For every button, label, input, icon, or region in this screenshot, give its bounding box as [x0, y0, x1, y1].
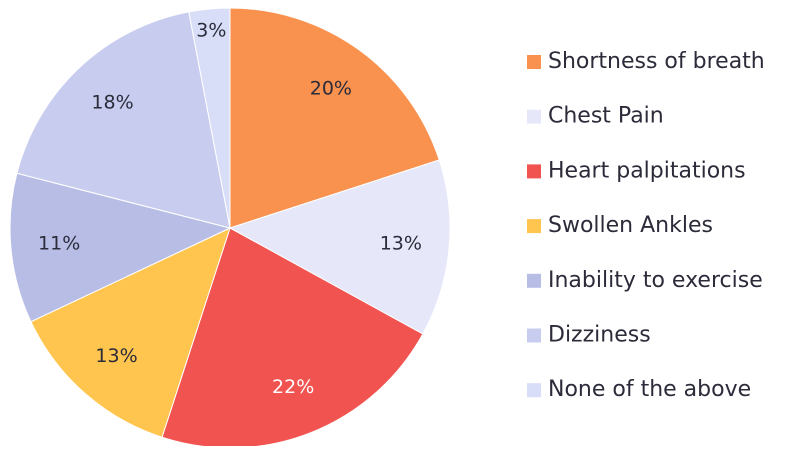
legend-swatch — [527, 55, 541, 69]
legend-label: Inability to exercise — [548, 268, 763, 293]
slice-label: 11% — [38, 233, 80, 255]
legend-swatch — [527, 164, 541, 179]
pie-slice — [161, 227, 424, 449]
legend-swatch — [527, 383, 541, 398]
slice-label: 22% — [272, 376, 314, 398]
legend-label: Swollen Ankles — [548, 213, 713, 238]
legend-label: Shortness of breath — [548, 49, 765, 74]
slice-label: 13% — [95, 345, 137, 367]
slice-label: 3% — [196, 19, 226, 41]
legend-swatch — [527, 219, 541, 234]
legend-label: Dizziness — [548, 323, 651, 348]
legend-swatch — [527, 273, 541, 288]
pie-slice — [9, 172, 232, 323]
pie-slice — [30, 227, 231, 438]
slice-label: 13% — [380, 233, 422, 255]
slice-label: 20% — [310, 78, 352, 100]
slice-label: 18% — [91, 91, 133, 113]
legend-label: Chest Pain — [548, 104, 664, 129]
pie-slice — [16, 11, 231, 229]
legend-label: Heart palpitations — [548, 158, 746, 183]
pie-slice — [188, 7, 231, 229]
legend-label: None of the above — [548, 377, 751, 402]
legend-swatch — [527, 328, 541, 343]
legend-swatch — [527, 109, 541, 124]
pie-slice — [228, 159, 451, 335]
pie-slice — [229, 7, 440, 229]
